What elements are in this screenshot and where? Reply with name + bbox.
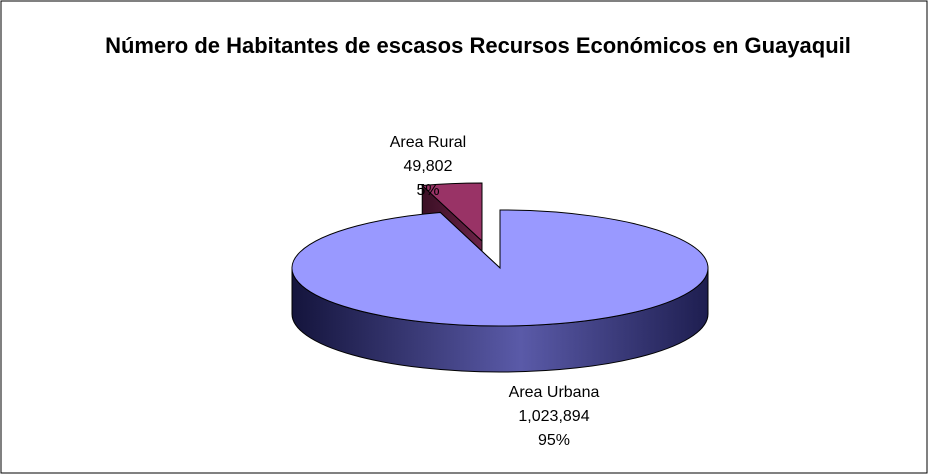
slice-label-value: 1,023,894 (518, 408, 589, 425)
pie-slice (291, 209, 709, 373)
slice-label-percent: 5% (416, 182, 439, 199)
slice-label-value: 49,802 (404, 158, 453, 175)
slice-label-name: Area Rural (390, 134, 466, 151)
slice-top (421, 182, 483, 243)
slice-top (291, 209, 709, 327)
slice-label-percent: 95% (538, 432, 570, 449)
slice-label-name: Area Urbana (509, 384, 600, 401)
chart-title: Número de Habitantes de escasos Recursos… (105, 33, 851, 58)
